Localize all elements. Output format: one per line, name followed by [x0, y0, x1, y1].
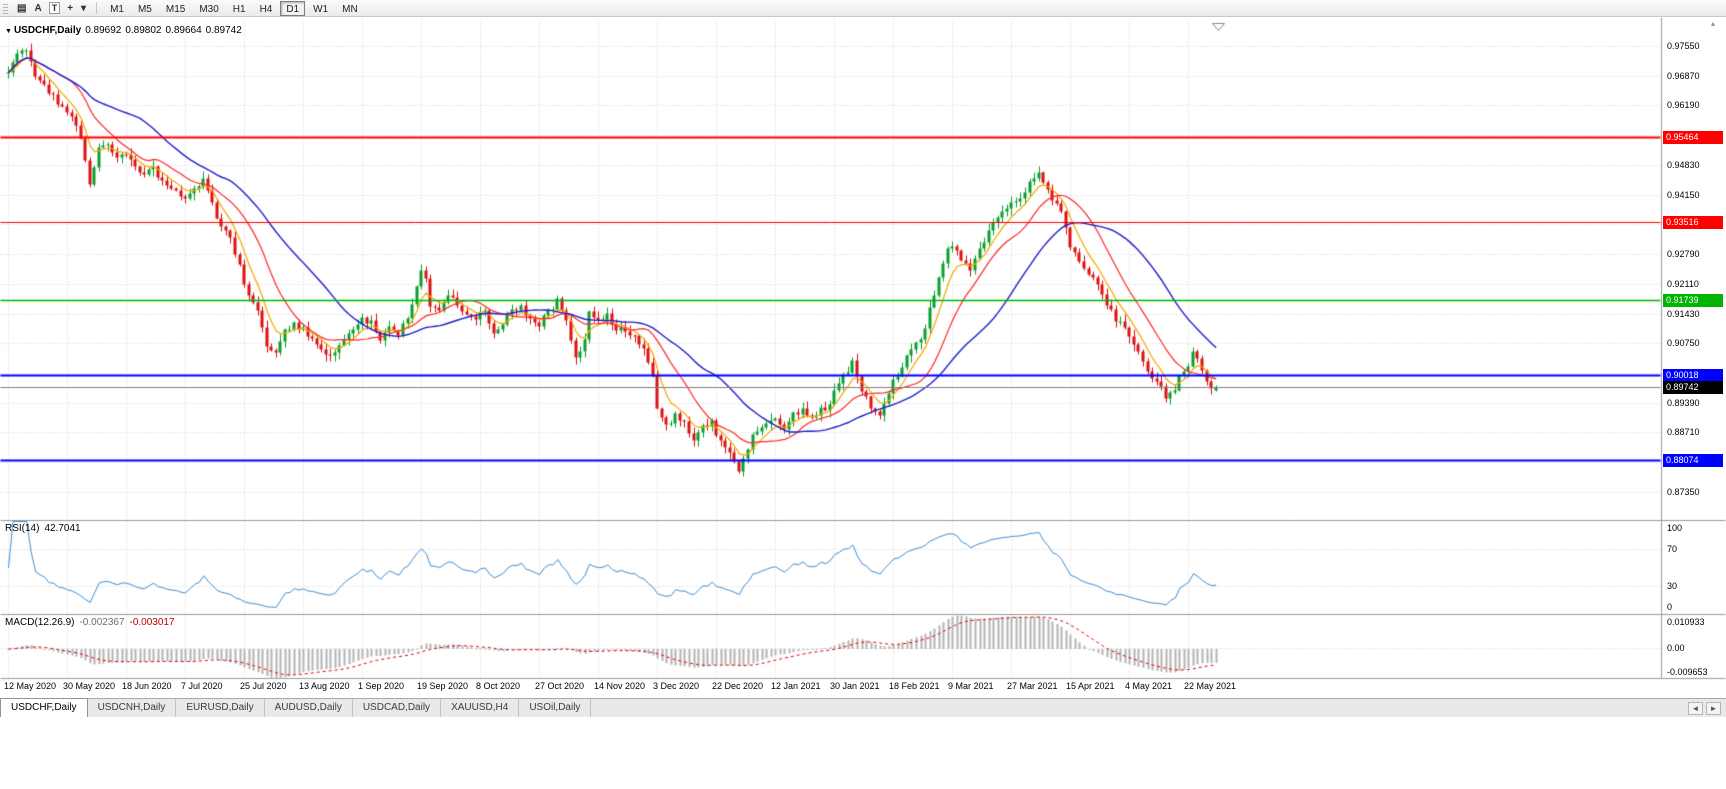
chart-tab-usdchf[interactable]: USDCHF,Daily — [0, 698, 88, 717]
crosshair-tool-icon[interactable]: + — [67, 2, 74, 14]
chart-tab-bar: USDCHF,Daily USDCNH,Daily EURUSD,Daily AUDU… — [0, 698, 1726, 717]
chart-tab-usoil[interactable]: USOil,Daily — [519, 699, 592, 717]
timeframe-w1[interactable]: W1 — [313, 3, 329, 15]
timeframe-m1[interactable]: M1 — [110, 3, 124, 15]
annotation-letter-icon[interactable]: A — [34, 2, 42, 14]
chevron-down-icon[interactable]: ▾ — [81, 2, 87, 14]
text-tool-icon[interactable]: T — [48, 1, 61, 14]
timeframe-buttons: M1 M5 M15 M30 H1 H4 D1 W1 MN — [103, 0, 365, 16]
chart-tab-usdcnh[interactable]: USDCNH,Daily — [87, 699, 177, 717]
toolbar: ▤ A T + ▾ M1 M5 M15 M30 H1 H4 D1 W1 MN — [0, 0, 1726, 17]
charts-grid-icon[interactable]: ▤ — [17, 2, 27, 14]
chart-tab-xauusd[interactable]: XAUUSD,H4 — [441, 699, 520, 717]
timeframe-m5[interactable]: M5 — [137, 3, 152, 15]
tab-scroll-right-icon[interactable]: ► — [1706, 701, 1721, 715]
tab-scroll-left-icon[interactable]: ◄ — [1688, 701, 1703, 715]
price-chart-canvas[interactable] — [0, 17, 1726, 698]
timeframe-h4[interactable]: H4 — [259, 3, 273, 15]
timeframe-d1[interactable]: D1 — [280, 0, 306, 16]
chart-tabs: USDCHF,Daily USDCNH,Daily EURUSD,Daily AUDU… — [0, 698, 592, 717]
chart-tab-audusd[interactable]: AUDUSD,Daily — [264, 699, 353, 717]
chart-tab-eurusd[interactable]: EURUSD,Daily — [176, 699, 265, 717]
timeframe-m15[interactable]: M15 — [165, 3, 186, 15]
timeframe-mn[interactable]: MN — [342, 3, 358, 15]
tab-scroll-arrows: ◄ ► — [1683, 699, 1726, 717]
chart-tab-usdcad[interactable]: USDCAD,Daily — [352, 699, 442, 717]
empty-workspace — [0, 717, 1726, 789]
toolbar-grip[interactable] — [3, 2, 8, 14]
toolbar-separator — [96, 2, 98, 14]
timeframe-h1[interactable]: H1 — [232, 3, 246, 15]
chart-window: ▼ USDCHF,Daily 0.89692 0.89802 0.89664 0.8974… — [0, 17, 1726, 698]
timeframe-m30[interactable]: M30 — [199, 3, 219, 15]
toolbar-icons: ▤ A T + ▾ — [13, 1, 90, 14]
